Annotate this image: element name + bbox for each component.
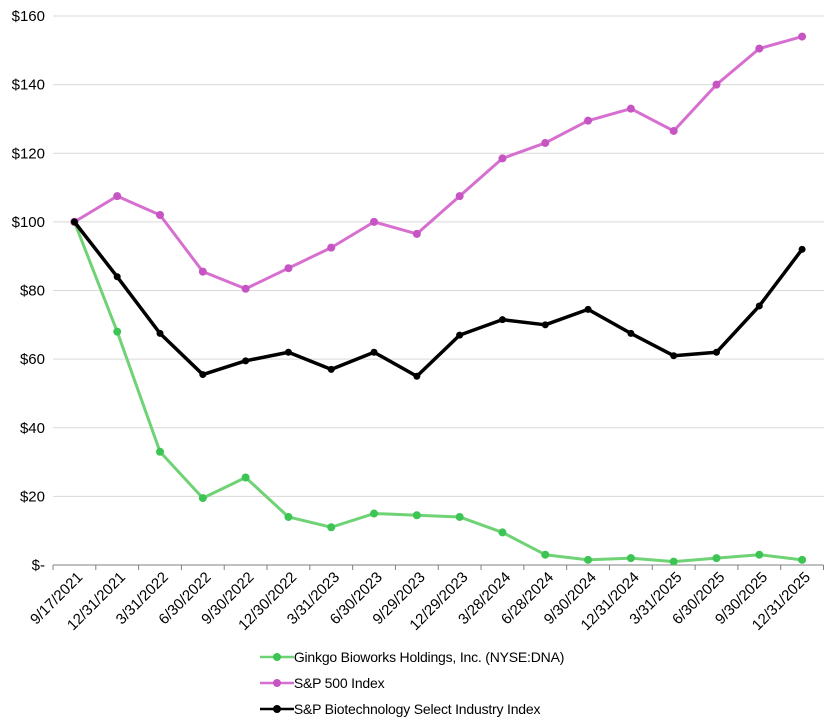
series-marker-0 <box>498 528 507 537</box>
y-axis-tick-label: $40 <box>20 420 45 437</box>
series-marker-1 <box>455 192 464 201</box>
series-marker-2 <box>327 365 335 373</box>
series-line-1 <box>72 35 804 291</box>
series-marker-1 <box>584 116 593 125</box>
series-marker-1 <box>626 104 635 113</box>
series-line-2 <box>72 220 804 379</box>
series-marker-1 <box>755 44 764 53</box>
series-marker-0 <box>284 512 293 521</box>
series-marker-2 <box>113 273 121 281</box>
y-axis-tick-label: $20 <box>20 488 45 505</box>
y-axis-tick-label: $160 <box>12 8 45 25</box>
series-marker-1 <box>541 138 550 147</box>
series-marker-2 <box>541 321 549 329</box>
legend-label: Ginkgo Bioworks Holdings, Inc. (NYSE:DNA… <box>293 649 565 665</box>
series-marker-2 <box>70 218 78 226</box>
legend-item-0: Ginkgo Bioworks Holdings, Inc. (NYSE:DNA… <box>259 644 565 670</box>
chart-legend-items: Ginkgo Bioworks Holdings, Inc. (NYSE:DNA… <box>259 644 565 722</box>
legend-item-2: S&P Biotechnology Select Industry Index <box>259 696 541 722</box>
series-marker-1 <box>370 217 379 226</box>
series-marker-0 <box>412 511 421 520</box>
series-marker-2 <box>712 348 720 356</box>
series-marker-2 <box>156 329 164 337</box>
series-marker-2 <box>498 316 506 324</box>
series-marker-2 <box>755 302 763 310</box>
series-marker-1 <box>198 267 207 276</box>
series-marker-1 <box>113 192 122 201</box>
series-marker-1 <box>412 229 421 238</box>
series-marker-0 <box>541 550 550 559</box>
series-marker-0 <box>241 473 250 482</box>
y-axis-tick-label: $60 <box>20 351 45 368</box>
series-marker-2 <box>670 352 678 360</box>
series-marker-0 <box>455 512 464 521</box>
legend-marker-dot <box>272 679 281 687</box>
legend-label: S&P Biotechnology Select Industry Index <box>293 701 541 717</box>
y-axis-tick-label: $- <box>32 557 45 574</box>
series-marker-1 <box>798 32 807 41</box>
series-marker-1 <box>156 211 165 220</box>
y-axis-tick-label: $140 <box>12 77 45 94</box>
y-axis-tick-label: $120 <box>12 145 45 162</box>
legend-line-marker-icon <box>259 679 294 687</box>
series-marker-1 <box>241 284 250 293</box>
legend-line-marker-icon <box>259 653 294 661</box>
series-marker-0 <box>113 327 122 336</box>
chart-legend: Ginkgo Bioworks Holdings, Inc. (NYSE:DNA… <box>0 644 824 722</box>
series-marker-2 <box>242 357 250 365</box>
series-marker-1 <box>712 80 721 89</box>
series-marker-1 <box>327 243 336 252</box>
legend-line-marker-icon <box>259 705 294 713</box>
series-marker-2 <box>199 371 207 379</box>
y-axis-tick-label: $100 <box>12 214 45 231</box>
series-marker-0 <box>156 447 165 456</box>
legend-marker-dot <box>272 705 281 713</box>
series-marker-1 <box>498 154 507 163</box>
legend-label: S&P 500 Index <box>293 675 385 691</box>
series-marker-1 <box>284 264 293 273</box>
series-marker-0 <box>798 555 807 564</box>
series-marker-2 <box>413 372 421 380</box>
series-marker-0 <box>712 554 721 563</box>
series-marker-0 <box>626 554 635 563</box>
series-marker-1 <box>669 126 678 135</box>
series-marker-0 <box>584 555 593 564</box>
legend-item-1: S&P 500 Index <box>259 670 385 696</box>
legend-marker-dot <box>272 653 281 661</box>
series-marker-0 <box>327 523 336 532</box>
series-marker-2 <box>584 305 592 313</box>
y-axis-tick-label: $80 <box>20 283 45 300</box>
series-marker-2 <box>456 331 464 339</box>
series-marker-2 <box>370 348 378 356</box>
series-marker-0 <box>669 557 678 566</box>
series-marker-0 <box>755 550 764 559</box>
series-marker-2 <box>627 329 635 337</box>
series-line-0 <box>72 220 804 564</box>
series-marker-2 <box>284 348 292 356</box>
series-marker-0 <box>370 509 379 518</box>
series-marker-2 <box>798 245 806 253</box>
series-marker-0 <box>198 494 207 503</box>
